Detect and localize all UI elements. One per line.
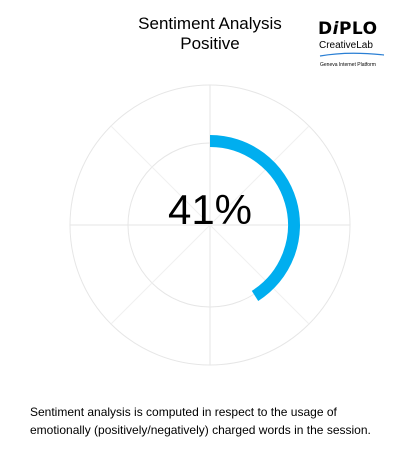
logo-subtitle: CreativeLab: [319, 40, 373, 51]
logo-swoosh: [319, 52, 385, 57]
sentiment-gauge: [69, 84, 351, 366]
chart-title: Sentiment Analysis: [138, 14, 282, 33]
gauge-value-label: 41%: [167, 186, 253, 233]
gauge-value-arc: [209, 135, 300, 301]
chart-title-block: Sentiment Analysis Positive: [110, 14, 310, 54]
gauge-diagonal-spoke: [110, 125, 310, 325]
logo-wordmark: DiPLO: [318, 19, 378, 39]
logo-tagline: Geneva Internet Platform: [320, 62, 376, 68]
diplo-logo: DiPLO CreativeLab Geneva Internet Platfo…: [318, 20, 390, 69]
chart-subtitle: Positive: [180, 34, 240, 53]
footnote-text: Sentiment analysis is computed in respec…: [30, 405, 371, 437]
